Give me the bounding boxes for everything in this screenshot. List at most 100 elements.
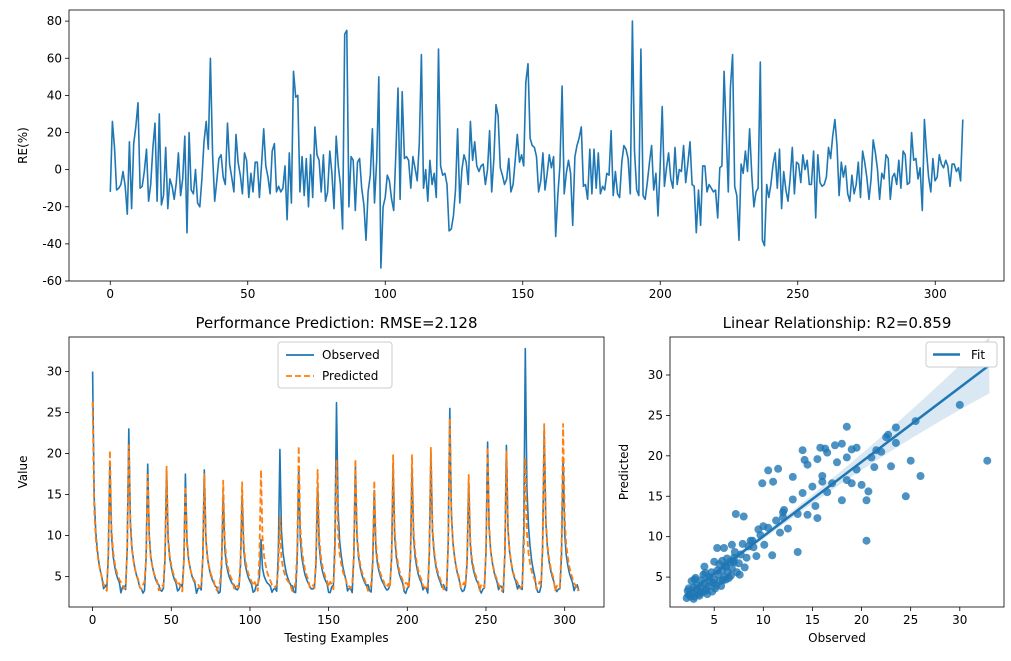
x-tick-label: 250 bbox=[475, 613, 498, 627]
scatter-point bbox=[768, 551, 777, 560]
y-tick-label: -40 bbox=[42, 237, 62, 251]
y-tick-label: 5 bbox=[54, 570, 62, 584]
scatter-point bbox=[798, 446, 807, 455]
scatter-point bbox=[709, 578, 718, 587]
y-axis-label: Predicted bbox=[617, 444, 631, 500]
scatter-point bbox=[746, 536, 755, 545]
scatter-point bbox=[891, 423, 900, 432]
x-tick-label: 30 bbox=[952, 613, 967, 627]
scatter-point bbox=[800, 455, 809, 464]
x-tick-label: 300 bbox=[553, 613, 576, 627]
y-tick-label: -20 bbox=[42, 200, 62, 214]
y-tick-label: 5 bbox=[655, 570, 663, 584]
scatter-point bbox=[710, 557, 719, 566]
scatter-point bbox=[772, 516, 781, 525]
scatter-point bbox=[701, 569, 710, 577]
axes-frame bbox=[669, 336, 1005, 608]
x-tick-label: 5 bbox=[710, 613, 718, 627]
scatter-point bbox=[776, 528, 784, 537]
scatter-point bbox=[788, 495, 797, 504]
x-tick-label: 150 bbox=[511, 287, 534, 301]
y-tick-label: 30 bbox=[47, 364, 62, 378]
scatter-point bbox=[811, 502, 820, 510]
scatter-point bbox=[916, 472, 925, 480]
scatter-point bbox=[847, 479, 856, 488]
y-axis-label: RE(%) bbox=[16, 127, 30, 164]
y-tick-label: 0 bbox=[54, 163, 62, 177]
scatter-point bbox=[842, 453, 851, 462]
scatter-point bbox=[727, 540, 736, 549]
scatter-point bbox=[774, 464, 783, 473]
y-axis-label: Value bbox=[16, 456, 30, 489]
scatter-point bbox=[769, 477, 778, 486]
scatter-point bbox=[735, 570, 744, 579]
axes-frame bbox=[68, 9, 1005, 282]
predicted-line bbox=[91, 401, 580, 593]
x-tick-label: 150 bbox=[317, 613, 340, 627]
x-tick-label: 100 bbox=[239, 613, 262, 627]
y-tick-label: 20 bbox=[648, 449, 663, 463]
x-tick-label: 300 bbox=[924, 287, 947, 301]
scatter-point bbox=[862, 496, 871, 505]
legend-label: Fit bbox=[971, 348, 985, 362]
scatter-point bbox=[808, 482, 817, 491]
scatter-point bbox=[758, 479, 767, 488]
scatter-point bbox=[862, 536, 871, 545]
scatter-point bbox=[689, 594, 698, 603]
scatter-point bbox=[857, 480, 866, 489]
scatter-point bbox=[752, 552, 761, 561]
scatter-point bbox=[783, 524, 792, 533]
scatter-point bbox=[713, 544, 722, 552]
y-tick-label: -60 bbox=[42, 274, 62, 288]
scatter-point bbox=[864, 487, 873, 496]
x-tick-label: 50 bbox=[164, 613, 179, 627]
y-tick-label: 15 bbox=[47, 488, 62, 502]
x-tick-label: 0 bbox=[106, 287, 114, 301]
scatter-point bbox=[983, 456, 992, 465]
x-tick-label: 20 bbox=[854, 613, 869, 627]
x-tick-label: 200 bbox=[649, 287, 672, 301]
scatter-point bbox=[870, 463, 879, 472]
y-tick-label: 25 bbox=[648, 408, 663, 422]
x-tick-label: 100 bbox=[374, 287, 397, 301]
scatter-point bbox=[821, 444, 830, 453]
scatter-point bbox=[742, 553, 751, 562]
scatter-point bbox=[793, 548, 802, 556]
scatter-point bbox=[955, 400, 964, 409]
chart-title: Linear Relationship: R2=0.859 bbox=[723, 314, 952, 332]
y-tick-label: 10 bbox=[47, 529, 62, 543]
scatter-point bbox=[884, 430, 893, 439]
x-axis-label: Observed bbox=[808, 631, 866, 645]
scatter-point bbox=[818, 477, 827, 486]
y-tick-label: 20 bbox=[47, 126, 62, 140]
axes-frame bbox=[68, 336, 605, 608]
scatter-point bbox=[690, 575, 699, 584]
chart-title: Performance Prediction: RMSE=2.128 bbox=[195, 314, 477, 332]
scatter-point bbox=[803, 510, 812, 519]
y-tick-label: 40 bbox=[47, 88, 62, 102]
x-tick-label: 0 bbox=[89, 613, 97, 627]
scatter-point bbox=[696, 587, 705, 596]
scatter-point bbox=[760, 540, 769, 549]
scatter-point bbox=[833, 458, 841, 467]
fit-line bbox=[683, 364, 991, 597]
scatter-point bbox=[813, 455, 822, 464]
scatter-point bbox=[887, 462, 895, 471]
scatter-point bbox=[852, 443, 861, 452]
scatter-point bbox=[901, 492, 910, 501]
y-tick-label: 30 bbox=[648, 368, 663, 382]
x-tick-label: 10 bbox=[756, 613, 771, 627]
x-tick-label: 50 bbox=[240, 287, 255, 301]
legend: Fit bbox=[925, 341, 998, 368]
y-tick-label: 25 bbox=[47, 406, 62, 420]
scatter-point bbox=[759, 522, 768, 531]
performance-prediction-chart: 0 50 100 150 200 250 300 5 10 15 20 25 30 Performance… bbox=[16, 314, 605, 645]
legend-box bbox=[925, 341, 998, 368]
x-tick-label: 200 bbox=[396, 613, 419, 627]
legend-label: Predicted bbox=[322, 369, 378, 383]
x-tick-label: 15 bbox=[805, 613, 820, 627]
scatter-point bbox=[718, 556, 727, 565]
legend-label: Observed bbox=[322, 348, 380, 362]
y-tick-label: 80 bbox=[47, 14, 62, 28]
